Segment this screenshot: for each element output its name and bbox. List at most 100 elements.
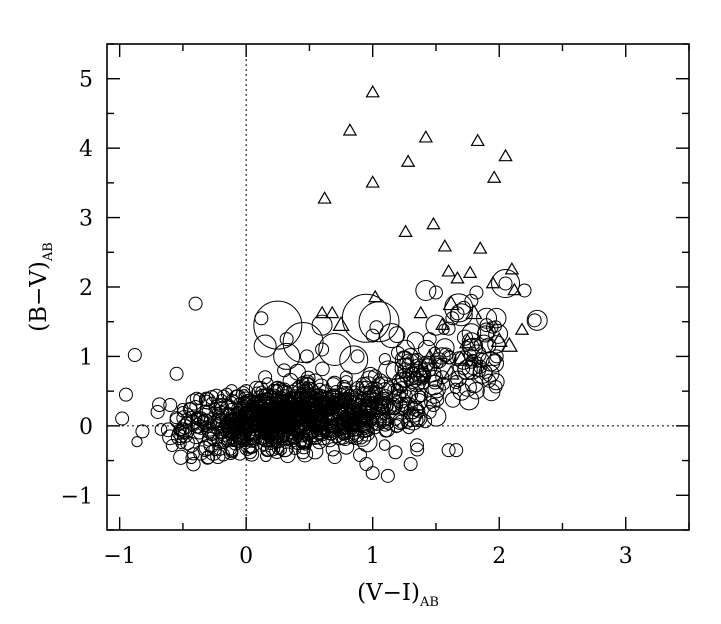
triangle-marker	[498, 148, 513, 162]
triangle-marker	[418, 130, 434, 143]
circle-marker	[127, 348, 142, 363]
circle-marker	[339, 370, 353, 384]
circle-marker	[352, 402, 373, 423]
x-axis-label: (V−I)AB	[357, 580, 439, 610]
triangle-marker	[450, 270, 465, 284]
circle-marker	[335, 429, 351, 445]
circle-marker	[175, 437, 187, 450]
circle-marker	[488, 323, 509, 344]
circle-marker	[457, 362, 471, 376]
circle-marker	[375, 412, 391, 428]
triangle-marker	[365, 175, 380, 188]
circle-marker	[402, 366, 422, 386]
circle-marker	[213, 398, 228, 413]
circle-marker	[235, 403, 252, 420]
circle-marker	[243, 402, 258, 416]
triangle-marker	[365, 84, 380, 98]
triangle-series	[314, 84, 530, 380]
triangle-marker	[442, 295, 460, 311]
circle-marker	[232, 446, 247, 461]
circle-marker	[418, 414, 433, 429]
circle-marker	[226, 411, 241, 426]
circle-marker	[359, 457, 374, 472]
circle-marker	[339, 345, 369, 375]
circle-marker	[238, 389, 250, 401]
x-tick-label: 0	[239, 544, 253, 569]
circle-marker	[169, 366, 184, 381]
circle-series	[115, 269, 548, 483]
circle-marker	[276, 396, 292, 412]
circle-marker	[482, 373, 497, 388]
triangle-marker	[473, 241, 488, 254]
circle-marker	[201, 404, 216, 418]
circle-marker	[341, 415, 355, 430]
circle-marker	[388, 326, 406, 344]
circle-marker	[313, 378, 330, 395]
circle-marker	[402, 409, 424, 431]
circle-marker	[441, 321, 456, 336]
circle-marker	[341, 293, 391, 343]
triangle-marker	[324, 305, 340, 319]
triangle-marker	[314, 305, 330, 319]
triangle-marker	[435, 317, 450, 331]
circle-marker	[441, 443, 456, 458]
circle-marker	[444, 391, 461, 408]
circle-marker	[326, 409, 339, 422]
circle-marker	[315, 361, 330, 377]
circle-marker	[464, 293, 479, 308]
circle-marker	[399, 389, 413, 403]
circle-marker	[406, 331, 425, 350]
circle-marker	[380, 468, 395, 483]
circle-marker	[355, 414, 374, 433]
circle-marker	[498, 276, 513, 291]
circle-marker	[260, 450, 272, 463]
circle-marker	[403, 457, 418, 472]
circle-marker	[316, 389, 329, 402]
triangle-marker	[317, 191, 332, 204]
circle-marker	[325, 426, 337, 439]
circle-marker	[245, 439, 260, 454]
circle-marker	[527, 313, 542, 328]
circle-marker	[435, 338, 455, 358]
y-tick-label: 5	[79, 68, 93, 93]
circle-marker	[399, 396, 418, 416]
circle-marker	[315, 342, 330, 357]
circle-marker	[273, 427, 290, 444]
circle-marker	[118, 387, 133, 402]
circle-marker	[491, 269, 521, 299]
circle-marker	[296, 445, 311, 460]
circle-marker	[422, 404, 437, 419]
circle-marker	[258, 370, 273, 385]
circle-marker	[279, 332, 294, 347]
circle-marker	[449, 443, 464, 458]
triangle-marker	[465, 304, 483, 320]
circle-marker	[263, 436, 275, 448]
y-tick-label: 3	[79, 207, 93, 232]
circle-marker	[163, 398, 178, 413]
circle-marker	[308, 415, 323, 430]
circle-marker	[485, 307, 507, 329]
triangle-marker	[400, 154, 416, 167]
circle-marker	[200, 450, 215, 465]
circle-marker	[241, 413, 254, 425]
circle-marker	[239, 384, 254, 399]
circle-marker	[173, 449, 189, 465]
triangle-marker	[426, 216, 441, 230]
circle-marker	[415, 390, 427, 403]
circle-marker	[409, 392, 428, 411]
circle-marker	[424, 395, 437, 409]
circle-marker	[193, 419, 209, 435]
triangle-marker	[485, 275, 501, 289]
circle-marker	[394, 350, 414, 370]
circle-marker	[481, 364, 500, 383]
circle-marker	[355, 380, 371, 396]
circle-marker	[376, 413, 395, 432]
circle-marker	[369, 320, 384, 335]
circle-marker	[401, 417, 413, 430]
circle-marker	[304, 394, 317, 407]
triangle-marker	[490, 331, 508, 347]
circle-marker	[197, 440, 214, 457]
circle-marker	[409, 438, 424, 453]
y-tick-label: 0	[79, 415, 93, 440]
